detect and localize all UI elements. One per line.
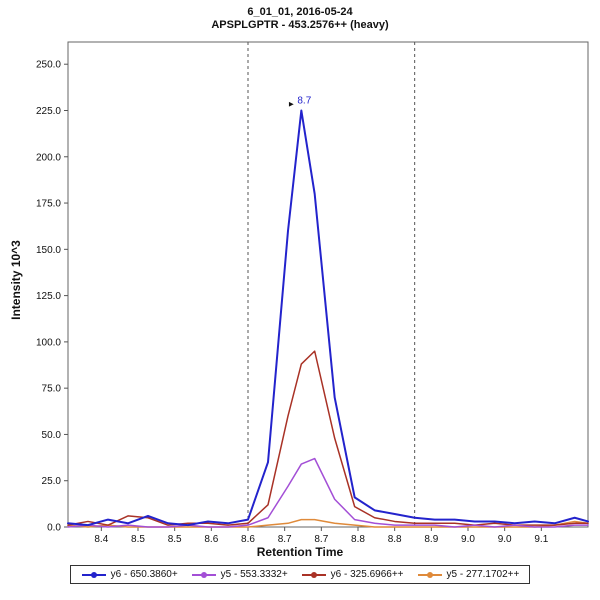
svg-text:8.7: 8.7 (278, 534, 292, 545)
svg-text:50.0: 50.0 (42, 430, 62, 441)
legend-item: y6 - 325.6966++ (301, 569, 404, 580)
svg-text:100.0: 100.0 (36, 337, 61, 348)
legend-label: y6 - 650.3860+ (110, 569, 178, 580)
svg-text:8.9: 8.9 (424, 534, 438, 545)
legend: y6 - 650.3860+ y5 - 553.3332+ y6 - 325.6… (69, 565, 531, 584)
svg-text:9.0: 9.0 (461, 534, 475, 545)
y-axis-label: Intensity 10^3 (9, 240, 23, 320)
svg-text:9.1: 9.1 (534, 534, 548, 545)
svg-text:225.0: 225.0 (36, 106, 61, 117)
svg-text:8.6: 8.6 (241, 534, 255, 545)
svg-text:8.4: 8.4 (94, 534, 108, 545)
chart-subtitle: APSPLGPTR - 453.2576++ (heavy) (211, 19, 389, 31)
svg-text:125.0: 125.0 (36, 291, 61, 302)
svg-text:►: ► (287, 99, 295, 108)
x-axis-label: Retention Time (256, 545, 344, 559)
svg-text:200.0: 200.0 (36, 152, 61, 163)
series-marker-icon (301, 570, 327, 580)
series-marker-icon (191, 570, 217, 580)
legend-container: y6 - 650.3860+ y5 - 553.3332+ y6 - 325.6… (0, 565, 600, 585)
svg-text:250.0: 250.0 (36, 60, 61, 71)
svg-text:150.0: 150.0 (36, 245, 61, 256)
svg-text:75.0: 75.0 (42, 384, 62, 395)
legend-label: y5 - 277.1702++ (446, 569, 520, 580)
legend-item: y5 - 553.3332+ (191, 569, 288, 580)
series-marker-icon (81, 570, 107, 580)
chart-title: 6_01_01, 2016-05-24 (247, 6, 353, 18)
svg-text:8.8: 8.8 (388, 534, 402, 545)
legend-item: y6 - 650.3860+ (81, 569, 178, 580)
chromatogram-plot-area[interactable]: 0.0 25.0 50.0 75.0 100.0 125.0 150.0 175.0 200.0… (0, 32, 600, 548)
legend-label: y6 - 325.6966++ (330, 569, 404, 580)
svg-text:8.7: 8.7 (297, 95, 311, 106)
svg-text:8.5: 8.5 (168, 534, 182, 545)
svg-text:175.0: 175.0 (36, 199, 61, 210)
svg-text:8.6: 8.6 (204, 534, 218, 545)
svg-text:8.8: 8.8 (351, 534, 365, 545)
series-marker-icon (417, 570, 443, 580)
svg-text:9.0: 9.0 (498, 534, 512, 545)
svg-text:0.0: 0.0 (47, 523, 61, 534)
svg-text:8.7: 8.7 (314, 534, 328, 545)
legend-item: y5 - 277.1702++ (417, 569, 520, 580)
svg-text:25.0: 25.0 (42, 476, 62, 487)
svg-text:8.5: 8.5 (131, 534, 145, 545)
legend-label: y5 - 553.3332+ (220, 569, 288, 580)
